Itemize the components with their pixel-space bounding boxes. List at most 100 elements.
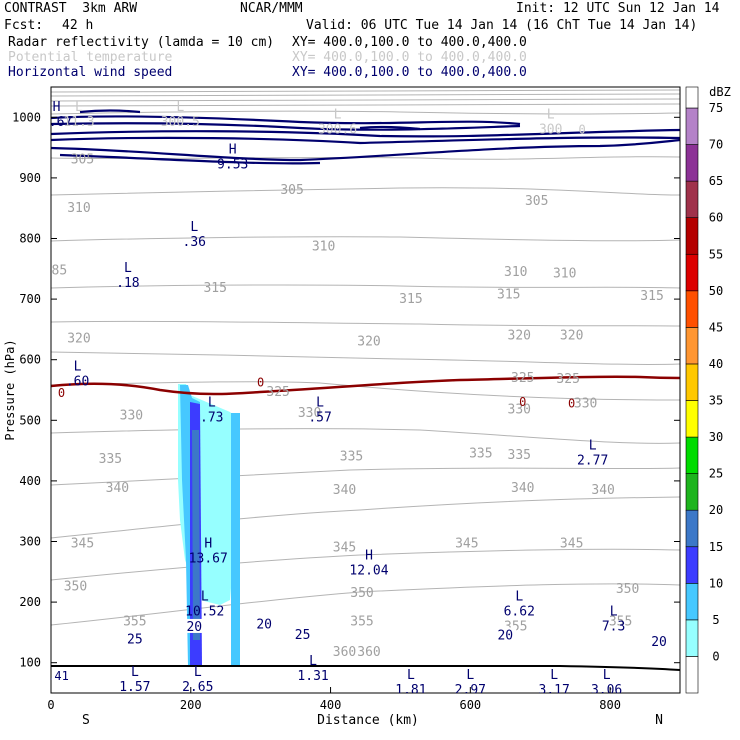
wind-contours xyxy=(51,109,680,165)
wind-label: 20 xyxy=(256,618,272,633)
colorbar-level-label: 35 xyxy=(709,394,723,408)
colorbar-swatch xyxy=(685,290,699,328)
theta-contour-top-4 xyxy=(51,103,680,107)
theta-label: 325 xyxy=(511,371,534,386)
extremum-kind: L xyxy=(194,665,202,680)
extremum-kind: L xyxy=(201,589,209,604)
theta-label: 320 xyxy=(67,331,90,346)
theta-label: 315 xyxy=(640,289,663,304)
extremum-kind: H xyxy=(365,549,373,564)
extremum-value: 3.06 xyxy=(591,683,622,698)
contour-label: 0 xyxy=(519,395,526,409)
theta-label: 355 xyxy=(350,614,373,629)
colorbar-swatch xyxy=(685,327,699,365)
extremum-value: 300.6 xyxy=(318,123,357,138)
colorbar-unit: dBZ xyxy=(709,85,731,99)
colorbar-level-label: 40 xyxy=(709,357,723,371)
theta-label: 335 xyxy=(340,450,363,465)
colorbar-swatch xyxy=(685,253,699,292)
colorbar-level-label: 5 xyxy=(712,613,719,627)
x-end-label-south: S xyxy=(82,713,90,728)
theta-label: 320 xyxy=(560,328,583,343)
theta-contour-360 xyxy=(51,110,680,115)
field-xy-theta: XY= 400.0,100.0 to 400.0,400.0 xyxy=(292,50,527,65)
contour-label: 0 xyxy=(579,122,586,136)
theta-contour-325 xyxy=(51,381,680,401)
extremum-kind: L xyxy=(466,668,474,683)
wind-label-bg xyxy=(123,631,146,646)
extremum-value: 12.04 xyxy=(349,564,388,579)
theta-label: 345 xyxy=(333,541,356,556)
theta-label: 350 xyxy=(350,586,373,601)
extremum-kind: L xyxy=(131,665,139,680)
colorbar-swatch xyxy=(685,546,699,584)
field-name-reflectivity: Radar reflectivity (lamda = 10 cm) xyxy=(8,35,275,50)
colorbar-level-label: 0 xyxy=(712,649,719,663)
init-time: Init: 12 UTC Sun 12 Jan 14 xyxy=(516,1,720,16)
colorbar-level-label: 70 xyxy=(709,138,723,152)
extremum-value: .57 xyxy=(308,410,331,425)
colorbar-level-label: 45 xyxy=(709,320,723,334)
extremum-kind: H xyxy=(229,143,237,158)
reflectivity-20dbz xyxy=(192,430,200,640)
theta-label: 315 xyxy=(497,287,520,302)
extremum-value: 1.57 xyxy=(119,680,150,695)
colorbar-level-label: 60 xyxy=(709,211,723,225)
contour-label: 0 xyxy=(257,376,264,390)
theta-label: 345 xyxy=(455,536,478,551)
extremum-kind: L xyxy=(208,395,216,410)
colorbar-level-label: 10 xyxy=(709,576,723,590)
wind-label: 25 xyxy=(127,633,143,648)
colorbar-level-label: 15 xyxy=(709,540,723,554)
theta-label: 85 xyxy=(52,264,68,279)
wind-label: 25 xyxy=(295,628,311,643)
x-tick-label: 600 xyxy=(459,698,481,712)
colorbar-level-label: 65 xyxy=(709,174,723,188)
theta-label: 335 xyxy=(469,447,492,462)
wind-contour-30b xyxy=(51,122,521,131)
theta-label: 340 xyxy=(511,481,534,496)
theta-label: 315 xyxy=(399,292,422,307)
y-axis-label: Pressure (hPa) xyxy=(3,339,17,440)
colorbar-swatch xyxy=(685,180,699,218)
theta-contour-315 xyxy=(51,467,680,486)
y-tick-label: 600 xyxy=(19,353,41,367)
x-tick-label: 400 xyxy=(320,698,342,712)
extremum-value: .60 xyxy=(66,375,89,390)
y-tick-label: 100 xyxy=(19,656,41,670)
colorbar-level-label: 30 xyxy=(709,430,723,444)
y-tick-label: 400 xyxy=(19,474,41,488)
y-tick-label: 700 xyxy=(19,292,41,306)
model-title: CONTRAST 3km ARW xyxy=(4,1,138,16)
theta-label: 340 xyxy=(106,481,129,496)
contour-label: 0 xyxy=(568,396,575,410)
extremum-value: 300 xyxy=(539,123,562,138)
colorbar-top-cap xyxy=(685,86,699,109)
extremum-kind: L xyxy=(515,589,523,604)
extremum-kind: L xyxy=(603,668,611,683)
theta-contour-300 xyxy=(51,583,680,626)
fcst-label: Fcst: xyxy=(4,18,44,33)
extremum-kind: L xyxy=(74,360,82,375)
theta-label: 325 xyxy=(556,372,579,387)
colorbar-swatch xyxy=(685,656,699,694)
theta-label: 310 xyxy=(553,267,576,282)
theta-label: 310 xyxy=(504,265,527,280)
theta-contours xyxy=(51,89,680,626)
extremum-value: 11.3 xyxy=(63,115,94,130)
extremum-value: 2.65 xyxy=(182,680,213,695)
theta-label: 320 xyxy=(357,335,380,350)
extremum-kind: L xyxy=(550,668,558,683)
ground-line xyxy=(51,665,681,671)
theta-contour-340 xyxy=(51,284,680,289)
wind-contour-25 xyxy=(51,128,680,138)
extremum-kind: L xyxy=(309,654,317,669)
colorbar-swatch xyxy=(685,509,699,548)
colorbar-swatch xyxy=(685,363,699,401)
reflectivity-10dbz-east xyxy=(231,413,240,666)
extremum-kind: L xyxy=(547,108,555,123)
wind-contour-30 xyxy=(51,115,521,126)
colorbar-level-label: 20 xyxy=(709,503,723,517)
extremum-value: 2.77 xyxy=(577,453,608,468)
